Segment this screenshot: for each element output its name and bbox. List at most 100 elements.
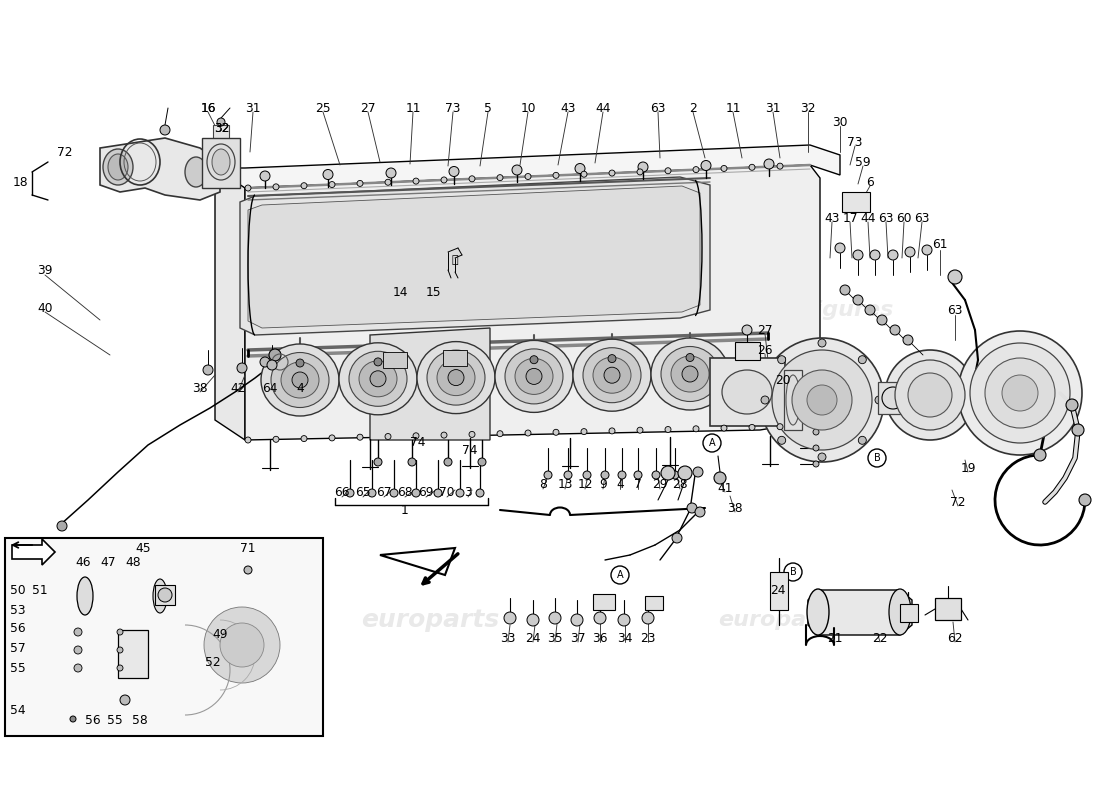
Circle shape bbox=[526, 368, 542, 384]
Text: 16: 16 bbox=[200, 102, 216, 114]
Circle shape bbox=[618, 471, 626, 479]
Circle shape bbox=[412, 433, 419, 438]
Circle shape bbox=[618, 614, 630, 626]
Text: 24: 24 bbox=[526, 631, 541, 645]
Text: 4: 4 bbox=[296, 382, 304, 394]
Bar bbox=[710, 358, 785, 426]
Text: 13: 13 bbox=[558, 478, 573, 491]
Text: 55: 55 bbox=[107, 714, 123, 726]
Text: 67: 67 bbox=[376, 486, 392, 499]
Text: 74: 74 bbox=[410, 437, 426, 450]
Text: 43: 43 bbox=[824, 211, 839, 225]
Circle shape bbox=[610, 566, 629, 584]
Ellipse shape bbox=[671, 356, 710, 392]
Bar bbox=[645, 596, 663, 610]
Text: 73: 73 bbox=[847, 135, 862, 149]
Text: 23: 23 bbox=[640, 631, 656, 645]
Circle shape bbox=[678, 466, 692, 480]
Text: 34: 34 bbox=[617, 631, 632, 645]
Ellipse shape bbox=[339, 342, 417, 414]
Circle shape bbox=[452, 357, 460, 365]
Circle shape bbox=[661, 466, 675, 480]
Text: 55: 55 bbox=[10, 662, 26, 674]
Text: 31: 31 bbox=[245, 102, 261, 114]
Text: 54: 54 bbox=[10, 703, 25, 717]
Circle shape bbox=[714, 472, 726, 484]
Circle shape bbox=[1034, 449, 1046, 461]
Circle shape bbox=[512, 165, 522, 175]
Circle shape bbox=[948, 270, 962, 284]
Text: 73: 73 bbox=[446, 102, 461, 114]
Circle shape bbox=[444, 458, 452, 466]
Text: 56: 56 bbox=[85, 714, 101, 726]
Text: 28: 28 bbox=[672, 478, 688, 491]
Circle shape bbox=[245, 185, 251, 191]
Circle shape bbox=[1079, 494, 1091, 506]
Circle shape bbox=[922, 245, 932, 255]
Circle shape bbox=[386, 168, 396, 178]
Text: 41: 41 bbox=[717, 482, 733, 494]
Ellipse shape bbox=[359, 361, 397, 397]
Text: 20: 20 bbox=[776, 374, 791, 386]
Text: 15: 15 bbox=[426, 286, 441, 299]
Bar bbox=[443, 350, 468, 366]
Circle shape bbox=[301, 435, 307, 442]
Circle shape bbox=[57, 521, 67, 531]
Bar bbox=[735, 342, 760, 360]
Text: 50: 50 bbox=[10, 583, 25, 597]
Circle shape bbox=[385, 434, 390, 439]
Ellipse shape bbox=[505, 349, 563, 404]
Text: 2: 2 bbox=[689, 102, 697, 114]
Text: 24: 24 bbox=[770, 583, 785, 597]
Bar bbox=[878, 382, 908, 414]
Text: 36: 36 bbox=[592, 631, 607, 645]
Circle shape bbox=[666, 168, 671, 174]
Circle shape bbox=[504, 612, 516, 624]
Circle shape bbox=[527, 614, 539, 626]
Circle shape bbox=[686, 354, 694, 362]
Text: 35: 35 bbox=[547, 631, 563, 645]
Circle shape bbox=[368, 489, 376, 497]
Circle shape bbox=[456, 489, 464, 497]
Text: 31: 31 bbox=[766, 102, 781, 114]
Circle shape bbox=[609, 428, 615, 434]
Circle shape bbox=[877, 315, 887, 325]
Circle shape bbox=[270, 349, 280, 361]
Polygon shape bbox=[80, 625, 130, 678]
Circle shape bbox=[120, 695, 130, 705]
Text: 63: 63 bbox=[650, 102, 666, 114]
Polygon shape bbox=[370, 328, 490, 440]
Text: 16: 16 bbox=[200, 102, 216, 114]
Circle shape bbox=[260, 171, 270, 181]
Polygon shape bbox=[12, 539, 55, 565]
Circle shape bbox=[575, 163, 585, 174]
Bar bbox=[900, 604, 918, 622]
Circle shape bbox=[858, 356, 867, 364]
Text: 32: 32 bbox=[214, 122, 230, 134]
Text: 48: 48 bbox=[125, 557, 141, 570]
Circle shape bbox=[666, 426, 671, 433]
Polygon shape bbox=[214, 168, 245, 440]
Text: A: A bbox=[617, 570, 624, 580]
Circle shape bbox=[385, 179, 390, 186]
Text: 11: 11 bbox=[405, 102, 420, 114]
Circle shape bbox=[890, 325, 900, 335]
Bar bbox=[593, 594, 615, 610]
Circle shape bbox=[476, 489, 484, 497]
Circle shape bbox=[441, 432, 447, 438]
Ellipse shape bbox=[882, 387, 904, 409]
Ellipse shape bbox=[807, 589, 829, 635]
Circle shape bbox=[695, 507, 705, 517]
Circle shape bbox=[813, 445, 820, 451]
Circle shape bbox=[74, 664, 82, 672]
Text: 10: 10 bbox=[520, 102, 536, 114]
Circle shape bbox=[701, 161, 711, 170]
Circle shape bbox=[374, 458, 382, 466]
Text: 45: 45 bbox=[135, 542, 151, 554]
Text: 66: 66 bbox=[334, 486, 350, 499]
Circle shape bbox=[604, 367, 620, 383]
Circle shape bbox=[549, 612, 561, 624]
Text: 63: 63 bbox=[914, 211, 929, 225]
Ellipse shape bbox=[77, 577, 94, 615]
Circle shape bbox=[784, 563, 802, 581]
